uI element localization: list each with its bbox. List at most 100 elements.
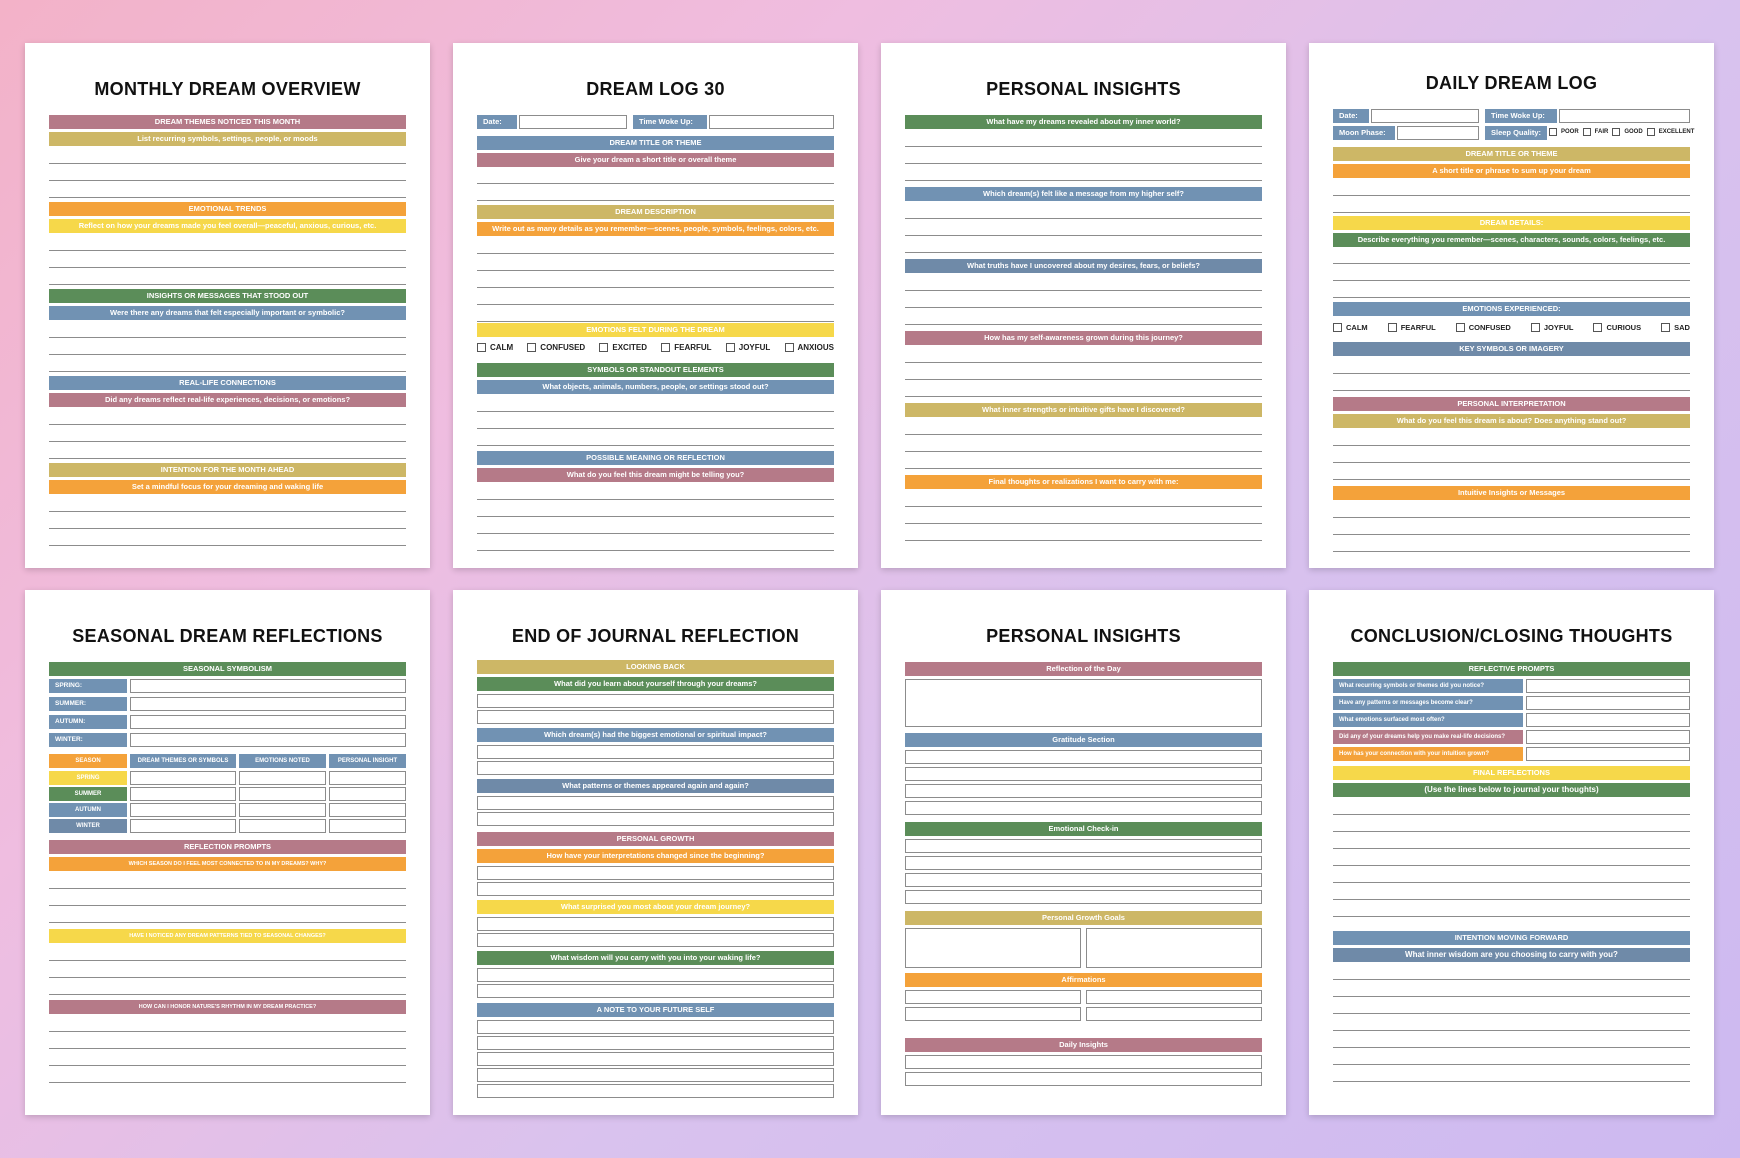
answer-field[interactable] xyxy=(477,796,834,810)
answer-field[interactable] xyxy=(477,933,834,947)
date-field[interactable] xyxy=(519,115,627,129)
writing-line[interactable] xyxy=(477,411,834,412)
answer-field[interactable] xyxy=(477,1052,834,1066)
table-cell[interactable] xyxy=(239,803,326,817)
writing-line[interactable] xyxy=(49,528,406,529)
prompt-field[interactable] xyxy=(1526,730,1690,744)
writing-line[interactable] xyxy=(49,977,406,978)
writing-line[interactable] xyxy=(1333,479,1690,480)
writing-line[interactable] xyxy=(905,252,1262,253)
affirmation-field[interactable] xyxy=(905,1007,1081,1021)
checkbox[interactable] xyxy=(1593,323,1603,332)
writing-line[interactable] xyxy=(1333,1047,1690,1048)
checkbox[interactable] xyxy=(1455,323,1465,332)
writing-line[interactable] xyxy=(1333,831,1690,832)
writing-line[interactable] xyxy=(477,533,834,534)
answer-field[interactable] xyxy=(477,866,834,880)
answer-field[interactable] xyxy=(477,1084,834,1098)
writing-line[interactable] xyxy=(905,290,1262,291)
writing-line[interactable] xyxy=(905,434,1262,435)
writing-line[interactable] xyxy=(49,1048,406,1049)
table-cell[interactable] xyxy=(329,787,406,801)
writing-line[interactable] xyxy=(477,200,834,201)
writing-line[interactable] xyxy=(1333,1064,1690,1065)
writing-line[interactable] xyxy=(477,516,834,517)
writing-line[interactable] xyxy=(1333,462,1690,463)
writing-line[interactable] xyxy=(905,218,1262,219)
date-field[interactable] xyxy=(1371,109,1479,123)
writing-line[interactable] xyxy=(49,197,406,198)
writing-line[interactable] xyxy=(905,379,1262,380)
goal-box[interactable] xyxy=(905,928,1081,968)
emotion-option[interactable]: ANXIOUS xyxy=(784,343,834,352)
writing-line[interactable] xyxy=(905,396,1262,397)
table-cell[interactable] xyxy=(130,819,236,833)
table-cell[interactable] xyxy=(130,771,236,785)
writing-line[interactable] xyxy=(49,545,406,546)
writing-line[interactable] xyxy=(1333,996,1690,997)
writing-line[interactable] xyxy=(49,922,406,923)
answer-field[interactable] xyxy=(905,873,1262,887)
checkbox[interactable] xyxy=(477,343,486,352)
answer-field[interactable] xyxy=(477,745,834,759)
prompt-field[interactable] xyxy=(1526,679,1690,693)
answer-field[interactable] xyxy=(477,984,834,998)
writing-line[interactable] xyxy=(49,1082,406,1083)
writing-line[interactable] xyxy=(49,163,406,164)
writing-line[interactable] xyxy=(1333,1081,1690,1082)
writing-line[interactable] xyxy=(1333,517,1690,518)
time-woke-field[interactable] xyxy=(709,115,834,129)
writing-line[interactable] xyxy=(1333,814,1690,815)
writing-line[interactable] xyxy=(49,458,406,459)
affirmation-field[interactable] xyxy=(905,990,1081,1004)
checkbox[interactable] xyxy=(527,343,537,352)
checkbox[interactable] xyxy=(599,343,609,352)
writing-line[interactable] xyxy=(1333,280,1690,281)
prompt-field[interactable] xyxy=(1526,747,1690,761)
writing-line[interactable] xyxy=(1333,534,1690,535)
checkbox[interactable] xyxy=(1661,323,1671,332)
answer-field[interactable] xyxy=(477,812,834,826)
season-field[interactable] xyxy=(130,733,406,747)
writing-line[interactable] xyxy=(49,424,406,425)
emotion-option[interactable]: CALM xyxy=(1333,323,1368,332)
answer-field[interactable] xyxy=(477,1020,834,1034)
checkbox[interactable] xyxy=(1387,323,1397,332)
table-cell[interactable] xyxy=(329,803,406,817)
answer-field[interactable] xyxy=(905,856,1262,870)
affirmation-field[interactable] xyxy=(1086,1007,1262,1021)
writing-line[interactable] xyxy=(1333,551,1690,552)
answer-field[interactable] xyxy=(477,1068,834,1082)
writing-line[interactable] xyxy=(49,888,406,889)
writing-line[interactable] xyxy=(1333,297,1690,298)
writing-line[interactable] xyxy=(1333,373,1690,374)
writing-line[interactable] xyxy=(477,183,834,184)
emotion-option[interactable]: JOYFUL xyxy=(725,343,770,352)
table-cell[interactable] xyxy=(329,819,406,833)
writing-line[interactable] xyxy=(1333,848,1690,849)
writing-line[interactable] xyxy=(905,235,1262,236)
emotion-option[interactable]: EXCITED xyxy=(599,343,647,352)
checkbox[interactable] xyxy=(784,343,794,352)
writing-line[interactable] xyxy=(905,146,1262,147)
checkbox[interactable] xyxy=(725,343,735,352)
emotion-option[interactable]: FEARFUL xyxy=(1387,323,1436,332)
emotion-option[interactable]: CONFUSED xyxy=(1455,323,1511,332)
writing-line[interactable] xyxy=(49,180,406,181)
table-cell[interactable] xyxy=(329,771,406,785)
writing-line[interactable] xyxy=(1333,882,1690,883)
checkbox[interactable] xyxy=(1333,323,1342,332)
answer-field[interactable] xyxy=(477,968,834,982)
season-field[interactable] xyxy=(130,697,406,711)
affirmation-field[interactable] xyxy=(1086,990,1262,1004)
table-cell[interactable] xyxy=(130,787,236,801)
emotion-option[interactable]: JOYFUL xyxy=(1530,323,1573,332)
answer-field[interactable] xyxy=(905,784,1262,798)
answer-field[interactable] xyxy=(477,882,834,896)
writing-line[interactable] xyxy=(49,284,406,285)
checkbox[interactable] xyxy=(1646,128,1655,136)
writing-line[interactable] xyxy=(1333,195,1690,196)
answer-field[interactable] xyxy=(905,801,1262,815)
emotion-option[interactable]: SAD xyxy=(1661,323,1690,332)
writing-line[interactable] xyxy=(1333,263,1690,264)
